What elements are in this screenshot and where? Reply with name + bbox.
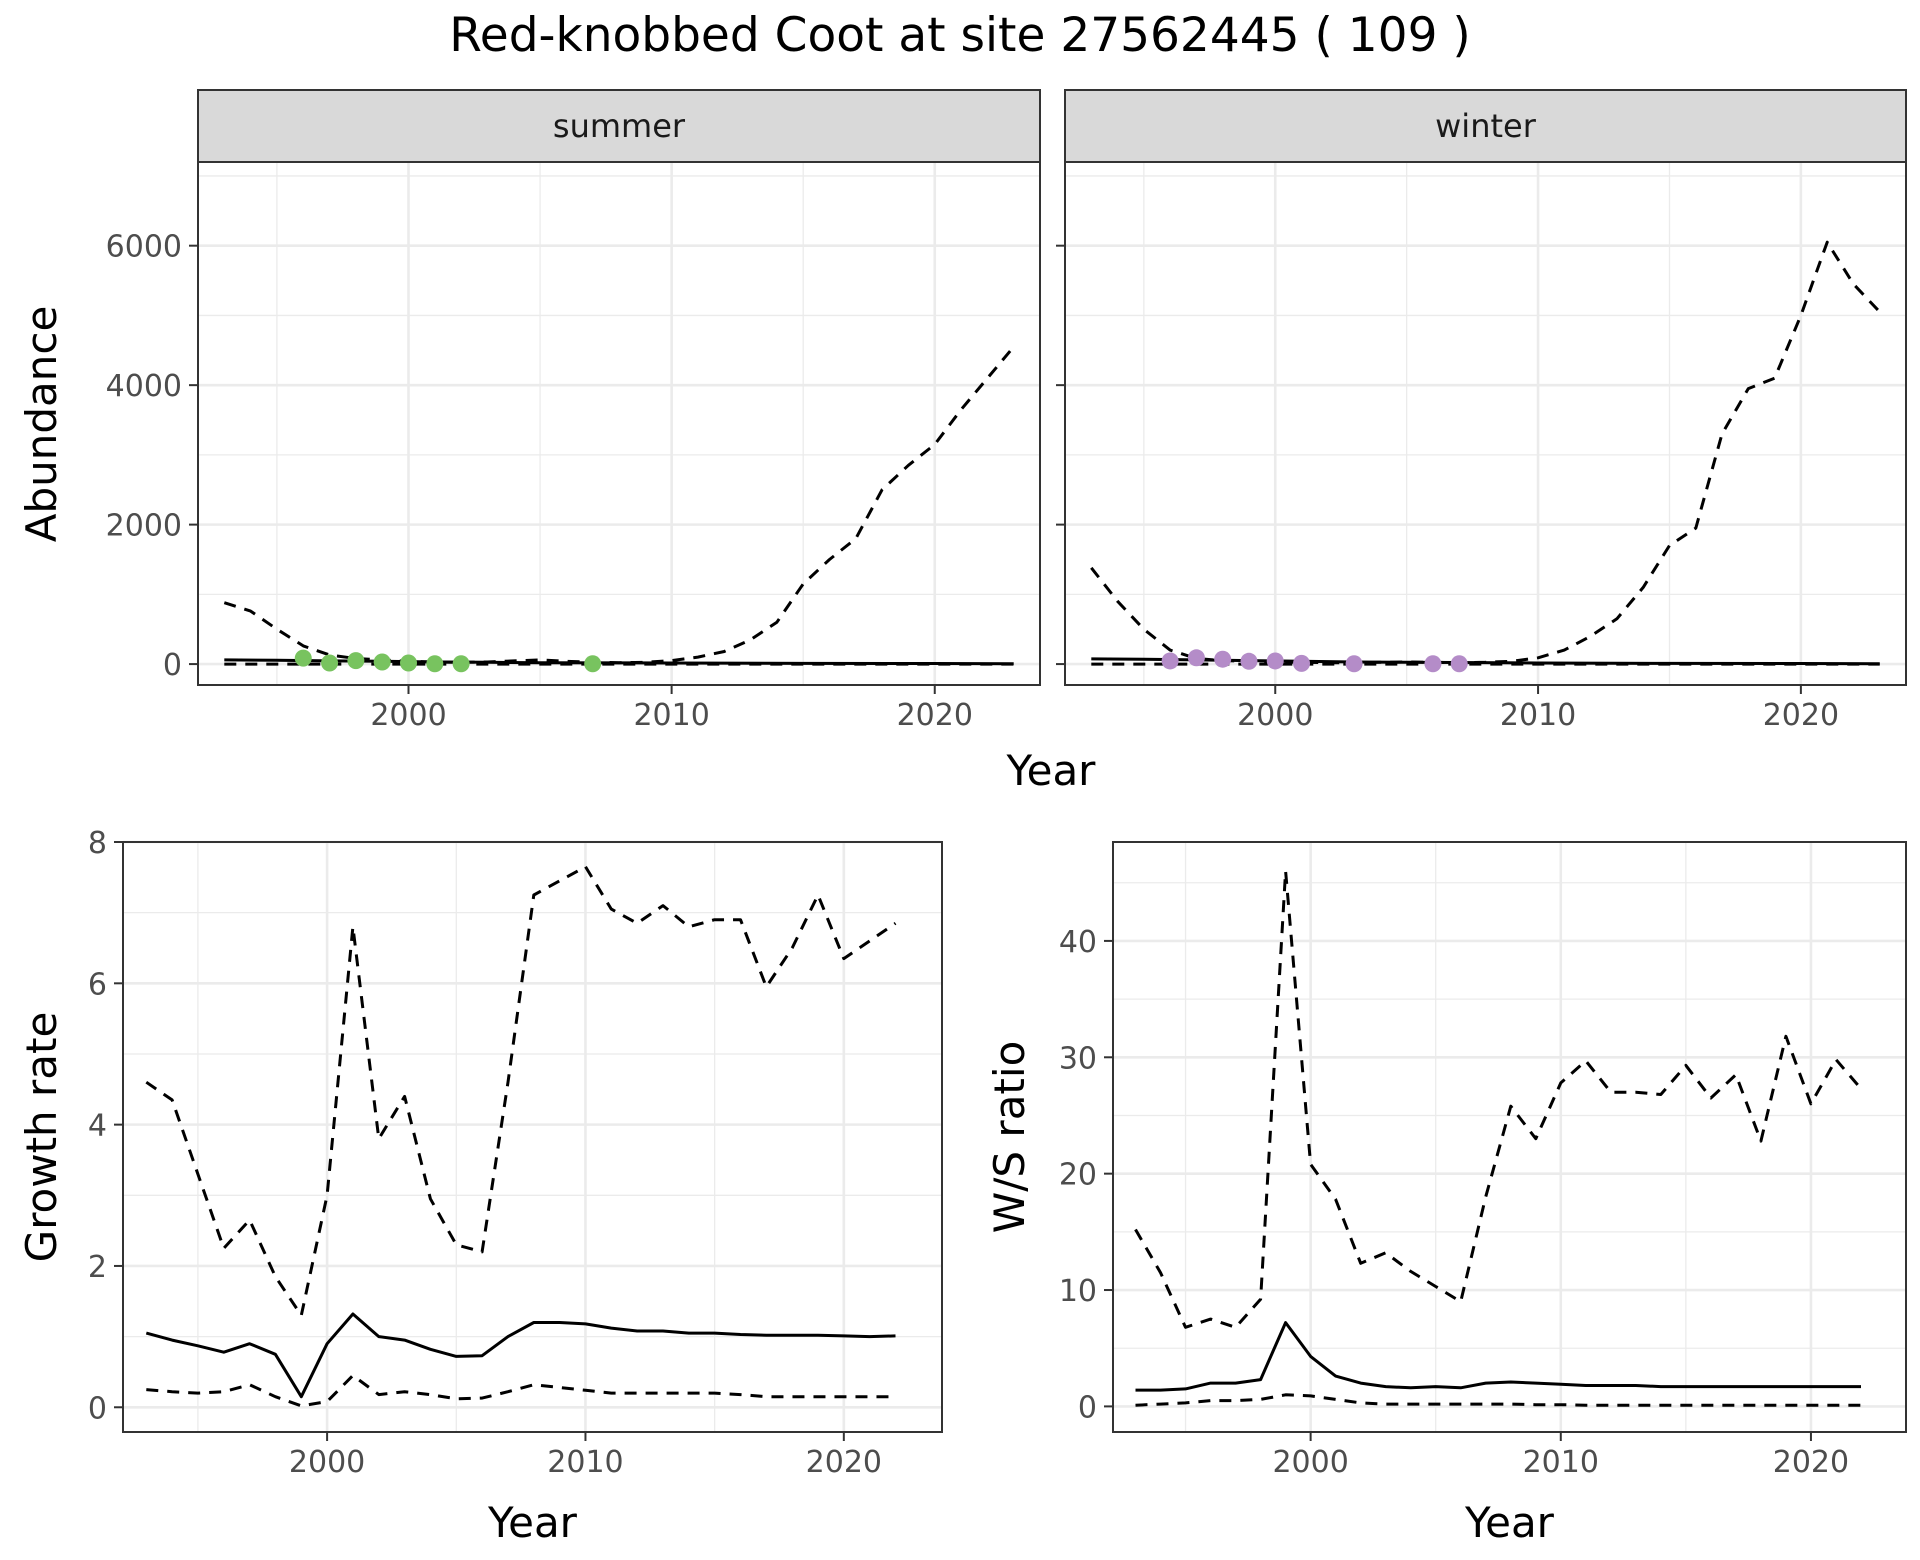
- y-tick-label: 0: [163, 648, 182, 683]
- y-tick-label: 2000: [106, 509, 182, 544]
- panel-border: [1064, 161, 1907, 686]
- x-axis-label: Year: [1464, 1498, 1555, 1547]
- facet-strip: [197, 89, 1041, 163]
- x-tick-label: 2010: [1523, 1445, 1599, 1480]
- y-tick-label: 30: [1059, 1041, 1097, 1076]
- data-point: [1240, 652, 1258, 670]
- series-line-dashed: [1090, 240, 1881, 665]
- y-axis-label: Growth rate: [17, 1012, 66, 1263]
- series-line-solid: [145, 1312, 896, 1399]
- y-tick-label: 10: [1059, 1274, 1097, 1309]
- x-tick-label: 2020: [806, 1445, 882, 1480]
- x-tick-label: 2010: [1500, 698, 1576, 733]
- y-tick-label: 4: [88, 1109, 107, 1144]
- data-point: [1450, 655, 1468, 673]
- facet-strip: [1064, 89, 1907, 163]
- x-axis-label: Year: [487, 1498, 578, 1547]
- panel-ws-ratio: 2000 2010 2020 0 10 20 30 40 W/S ratio Year: [985, 841, 1907, 1547]
- chart-title: Red-knobbed Coot at site 27562445 ( 109 …: [449, 8, 1471, 63]
- y-tick-label: 8: [88, 826, 107, 861]
- data-point: [584, 655, 602, 673]
- series-line-dashed: [1134, 869, 1863, 1329]
- x-tick-label: 2000: [1272, 1445, 1348, 1480]
- series-line-solid: [1135, 1321, 1861, 1392]
- x-tick-label: 2020: [1773, 1445, 1849, 1480]
- y-tick-label: 4000: [106, 369, 182, 404]
- x-tick-label: 2000: [1237, 698, 1313, 733]
- facet-label-summer: summer: [553, 107, 686, 145]
- y-tick-label: 20: [1059, 1158, 1097, 1193]
- data-point: [1424, 655, 1442, 673]
- data-point: [426, 655, 444, 673]
- y-tick-label: 0: [88, 1391, 107, 1426]
- series-line-dashed: [1135, 1393, 1861, 1407]
- series-line-dashed: [145, 865, 897, 1317]
- data-point: [1214, 650, 1232, 668]
- y-tick-label: 6: [88, 967, 107, 1002]
- y-tick-label: 40: [1059, 925, 1097, 960]
- x-tick-label: 2010: [633, 698, 709, 733]
- data-point: [1187, 649, 1205, 667]
- series-line-dashed: [146, 1374, 896, 1408]
- shared-x-axis-label: Year: [1006, 746, 1097, 795]
- data-point: [373, 653, 391, 671]
- data-point: [321, 654, 339, 672]
- y-tick-label: 6000: [106, 230, 182, 265]
- x-tick-label: 2000: [370, 698, 446, 733]
- panel-border: [122, 841, 943, 1433]
- panel-growth-rate: 2000 2010 2020 0 2 4 6 8 Growth rate Year: [17, 826, 943, 1547]
- data-point: [347, 652, 365, 670]
- panel-border: [1112, 841, 1907, 1433]
- series-line-dashed: [223, 345, 1015, 665]
- y-axis-label: W/S ratio: [985, 1041, 1034, 1234]
- panel-winter-abundance: winter 2000 2010 2020: [1056, 89, 1907, 733]
- data-point: [1293, 654, 1311, 672]
- data-point: [1266, 652, 1284, 670]
- panel-border: [197, 161, 1041, 686]
- panel-summer-abundance: summer 2000 2010 2020 0 2000 4000 6000 Abundance: [17, 89, 1041, 733]
- facet-label-winter: winter: [1435, 107, 1537, 145]
- y-tick-label: 2: [88, 1250, 107, 1285]
- y-axis-label: Abundance: [17, 306, 66, 543]
- data-point: [1161, 652, 1179, 670]
- data-point: [1345, 655, 1363, 673]
- x-tick-label: 2000: [289, 1445, 365, 1480]
- x-tick-label: 2020: [1763, 698, 1839, 733]
- x-tick-label: 2020: [897, 698, 973, 733]
- data-point: [294, 649, 312, 667]
- x-tick-label: 2010: [547, 1445, 623, 1480]
- data-point: [452, 655, 470, 673]
- y-tick-label: 0: [1078, 1390, 1097, 1425]
- data-point: [400, 654, 417, 672]
